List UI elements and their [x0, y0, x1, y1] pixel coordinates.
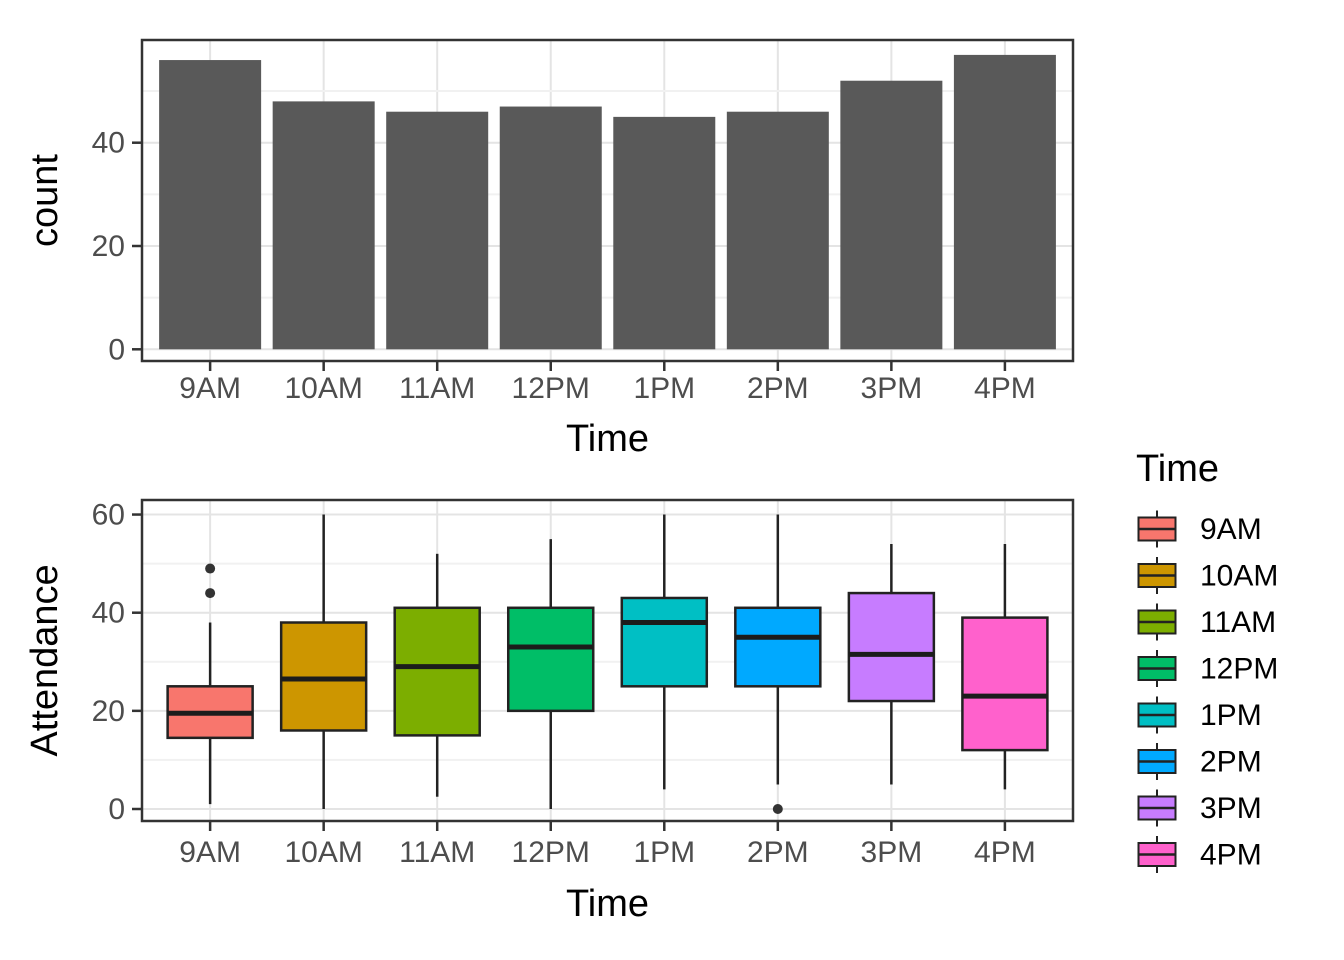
box-4PM: [961, 543, 1049, 790]
iqr-box: [734, 606, 822, 688]
x-tick-label: 9AM: [179, 372, 241, 405]
x-tick-label: 2PM: [747, 836, 809, 869]
box-2PM: [734, 514, 822, 814]
legend-label: 12PM: [1200, 653, 1278, 686]
bars: [159, 54, 1056, 350]
legend-label: 11AM: [1200, 606, 1276, 639]
iqr-box: [961, 616, 1049, 752]
x-tick-label: 1PM: [633, 372, 695, 405]
y-tick-label: 20: [92, 695, 125, 728]
y-tick-label: 40: [92, 127, 125, 160]
box-x-axis: 9AM 10AM 11AM 12PM 1PM 2PM 3PM 4PM: [179, 821, 1036, 869]
x-tick-label: 1PM: [633, 836, 695, 869]
bar-2PM: [726, 111, 829, 350]
boxplot-panel: 0 20 40 60 9AM 10AM 11AM 12PM 1PM 2PM 3PM 4PM Attend…: [24, 498, 1075, 925]
outlier-point: [772, 804, 783, 814]
legend-entry-2PM: 2PM: [1137, 743, 1262, 780]
x-tick-label: 12PM: [512, 836, 590, 869]
box-x-axis-title: Time: [566, 883, 649, 925]
iqr-box: [847, 591, 936, 703]
bar-3PM: [840, 80, 943, 350]
x-tick-label: 9AM: [179, 836, 241, 869]
legend-entry-3PM: 3PM: [1137, 789, 1262, 827]
legend: Time 9AM 10AM 11AM 12PM 1PM 2PM 3PM 4PM: [1136, 448, 1278, 873]
x-tick-label: 12PM: [512, 372, 590, 405]
panel-border: [140, 498, 1075, 823]
x-tick-label: 10AM: [284, 836, 362, 869]
bar-9AM: [159, 60, 262, 350]
legend-entry-11AM: 11AM: [1137, 603, 1276, 641]
y-tick-label: 60: [92, 499, 125, 532]
iqr-box: [393, 606, 481, 737]
bar-4PM: [953, 54, 1056, 350]
outlier-point: [205, 588, 216, 599]
bar-y-axis: 0 20 40: [92, 127, 142, 366]
y-tick-label: 40: [92, 597, 125, 630]
box-3PM: [847, 543, 936, 785]
bar-x-axis-title: Time: [566, 418, 649, 460]
x-tick-label: 4PM: [974, 836, 1036, 869]
box-y-axis: 0 20 40 60: [92, 499, 142, 826]
iqr-box: [506, 606, 595, 713]
legend-entry-1PM: 1PM: [1137, 696, 1262, 734]
box-12PM: [506, 539, 595, 809]
bar-y-axis-title: count: [24, 154, 66, 247]
x-tick-label: 2PM: [747, 372, 809, 405]
box-10AM: [279, 514, 368, 809]
bar-10AM: [272, 101, 375, 350]
bar-x-axis: 9AM 10AM 11AM 12PM 1PM 2PM 3PM 4PM: [179, 361, 1036, 405]
legend-label: 10AM: [1200, 560, 1278, 593]
legend-label: 2PM: [1200, 746, 1262, 779]
y-tick-label: 20: [92, 230, 125, 263]
x-tick-label: 4PM: [974, 372, 1036, 405]
y-tick-label: 0: [108, 793, 125, 826]
legend-entry-12PM: 12PM: [1137, 650, 1278, 687]
legend-entry-9AM: 9AM: [1137, 510, 1262, 548]
outlier-point: [205, 563, 216, 574]
x-tick-label: 10AM: [284, 372, 362, 405]
x-tick-label: 3PM: [861, 836, 923, 869]
legend-entry-4PM: 4PM: [1137, 836, 1262, 873]
iqr-box: [620, 596, 709, 688]
y-tick-label: 0: [108, 333, 125, 366]
bar-11AM: [386, 111, 489, 350]
box-11AM: [393, 553, 481, 797]
legend-title: Time: [1136, 448, 1219, 490]
box-y-axis-title: Attendance: [24, 564, 66, 756]
x-tick-label: 11AM: [399, 836, 475, 869]
bar-12PM: [499, 106, 602, 350]
bar-1PM: [613, 116, 716, 350]
bar-chart-panel: 0 20 40 9AM 10AM 11AM 12PM 1PM 2PM 3PM 4PM count Tim…: [24, 38, 1075, 460]
legend-label: 4PM: [1200, 839, 1262, 872]
boxes: [166, 514, 1049, 814]
panel-border: [140, 38, 1075, 363]
x-tick-label: 3PM: [861, 372, 923, 405]
legend-label: 1PM: [1200, 699, 1262, 732]
legend-label: 9AM: [1200, 513, 1262, 546]
box-1PM: [620, 514, 709, 790]
box-9AM: [166, 563, 254, 805]
legend-label: 3PM: [1200, 792, 1262, 825]
legend-entry-10AM: 10AM: [1137, 557, 1278, 594]
x-tick-label: 11AM: [399, 372, 475, 405]
